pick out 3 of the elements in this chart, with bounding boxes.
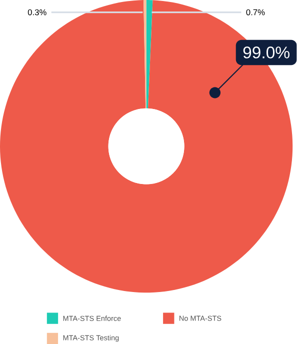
data-label: 99.0% — [243, 46, 290, 58]
data-label: 0.3% — [28, 9, 46, 16]
data-label: 0.7% — [246, 9, 265, 16]
